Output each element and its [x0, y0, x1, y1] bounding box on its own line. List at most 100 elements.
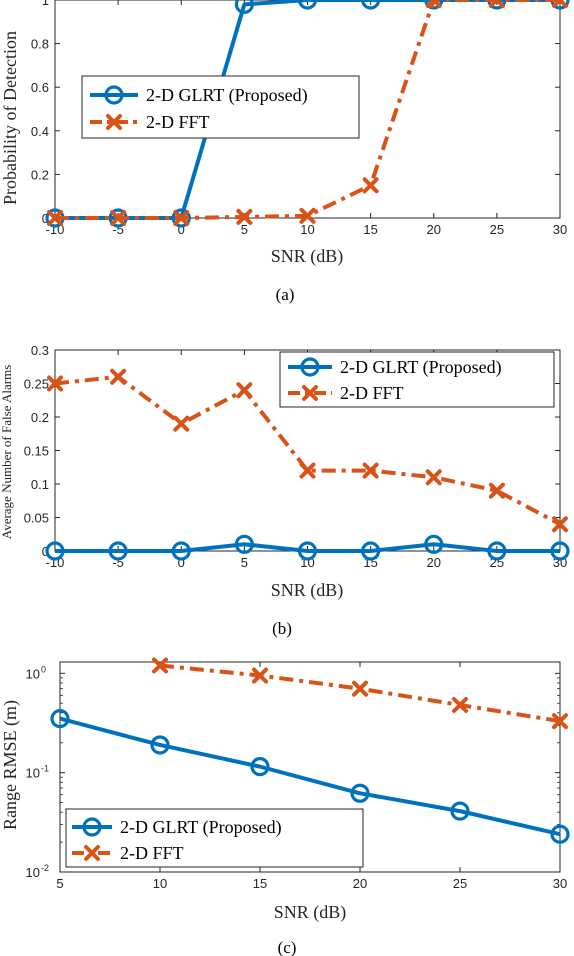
panel-a: -10 -5 0 5 10 15 20 25 30 00.20.40.60.81 SNR (dB…: [0, 0, 570, 304]
legend-label-glrt-b: 2-D GLRT (Proposed): [340, 357, 502, 378]
y-tick-label: 0.25: [24, 377, 49, 392]
data-point-2-d-glrt-proposed: [150, 735, 170, 755]
y-tick-label: 0.05: [24, 511, 49, 526]
data-point-2-d-glrt-proposed: [361, 0, 381, 10]
data-point-2-d-fft: [173, 415, 190, 432]
x-axis-label-b: SNR (dB): [271, 580, 344, 601]
y-tick-label: 10: [26, 865, 40, 880]
data-point-2-d-glrt-proposed: [450, 801, 470, 821]
series-a: [45, 0, 570, 228]
caption-a: (a): [276, 285, 295, 304]
data-point-2-d-glrt-proposed: [234, 0, 254, 14]
x-tick-label: 20: [427, 555, 441, 570]
data-point-2-d-glrt-proposed: [424, 534, 444, 554]
x-tick-label: 30: [553, 876, 567, 891]
data-point-2-d-fft: [236, 382, 253, 399]
data-point-2-d-glrt-proposed: [297, 541, 318, 561]
y-tick-label: 0.8: [31, 37, 49, 52]
data-point-2-d-glrt-proposed: [108, 541, 128, 561]
data-point-2-d-glrt-proposed: [50, 709, 70, 729]
series-line-2-d-glrt-proposed: [55, 542, 560, 553]
data-point-2-d-fft: [152, 657, 168, 674]
legend-marker-2-d-fft: [302, 385, 318, 401]
data-point-2-d-fft: [425, 469, 442, 486]
legend-marker-2-d-fft: [106, 114, 122, 130]
y-tick-label: 0.1: [31, 477, 49, 492]
legend-b: 2-D GLRT (Proposed) 2-D FFT: [279, 351, 555, 408]
x-tick-label: 10: [153, 876, 167, 891]
y-tick-label: 1: [42, 0, 49, 8]
legend-label-glrt-c: 2-D GLRT (Proposed): [120, 817, 282, 838]
x-tick-label: -5: [112, 555, 124, 570]
data-point-2-d-glrt-proposed: [350, 783, 370, 803]
data-point-2-d-glrt-proposed: [250, 757, 270, 777]
legend-marker-2-d-glrt-proposed: [300, 357, 320, 377]
x-tick-label: 25: [453, 876, 467, 891]
data-point-2-d-fft: [47, 375, 63, 392]
x-tick-label: 5: [241, 222, 248, 237]
y-tick-label: 0.15: [24, 444, 49, 459]
data-point-2-d-fft: [110, 210, 127, 226]
data-point-2-d-glrt-proposed: [171, 208, 191, 228]
y-tick-exponent: -1: [41, 764, 49, 774]
x-axis-label-a: SNR (dB): [271, 246, 344, 267]
y-tick-label: 10: [26, 666, 40, 681]
data-point-2-d-fft: [452, 696, 468, 713]
data-point-2-d-fft: [252, 667, 268, 684]
data-point-2-d-glrt-proposed: [550, 824, 570, 844]
data-point-2-d-fft: [552, 0, 568, 8]
data-point-2-d-glrt-proposed: [487, 541, 507, 561]
y-tick-label: 0.6: [31, 80, 49, 95]
legend-label-fft-b: 2-D FFT: [340, 383, 404, 403]
caption-c: (c): [278, 938, 297, 956]
data-point-2-d-glrt-proposed: [297, 0, 318, 10]
y-tick-label: 0.4: [31, 124, 49, 139]
data-point-2-d-glrt-proposed: [487, 0, 507, 10]
x-tick-label: 5: [241, 555, 248, 570]
series-line-2-d-glrt-proposed: [55, 0, 560, 220]
data-point-2-d-fft: [173, 210, 190, 226]
legend-marker-2-d-glrt-proposed: [82, 817, 102, 837]
y-tick-label: 0.2: [31, 410, 49, 425]
legend-box-a: [81, 75, 360, 139]
legend-c: 2-D GLRT (Proposed) 2-D FFT: [65, 808, 364, 868]
y-tick-label: 0.2: [31, 167, 49, 182]
x-axis-label-c: SNR (dB): [274, 902, 347, 923]
data-point-2-d-fft: [425, 0, 442, 8]
series-c: [50, 657, 570, 844]
x-tick-label: 20: [427, 222, 441, 237]
y-tick-label: 0: [42, 544, 49, 559]
x-tick-label: 5: [56, 876, 63, 891]
x-ticks-c: 5 10 15 20 25 30: [56, 662, 567, 891]
y-axis-label-c: Range RMSE (m): [0, 700, 21, 830]
data-point-2-d-glrt-proposed: [550, 0, 570, 10]
y-tick-exponent: 0: [41, 664, 46, 674]
legend-box-c: [65, 808, 364, 868]
y-tick-label: 0.3: [31, 343, 49, 358]
data-point-2-d-fft: [352, 680, 368, 697]
legend-label-fft-c: 2-D FFT: [120, 843, 184, 863]
y-axis-label-a: Probability of Detection: [0, 31, 20, 205]
data-point-2-d-fft: [47, 210, 63, 226]
panel-b: -10 -5 0 5 10 15 20 25 30 00.050.10.150.20.250.3…: [0, 343, 570, 638]
data-point-2-d-fft: [552, 713, 568, 730]
x-tick-label: 0: [178, 222, 185, 237]
x-tick-label: 10: [300, 222, 314, 237]
caption-b: (b): [272, 619, 292, 638]
data-point-2-d-fft: [236, 208, 253, 225]
data-point-2-d-fft: [299, 462, 316, 479]
data-point-2-d-fft: [299, 207, 316, 224]
x-tick-label: 25: [490, 222, 504, 237]
y-tick-exponent: -2: [41, 863, 49, 873]
data-point-2-d-fft: [362, 177, 379, 194]
y-ticks-b: 0 0.05 0.1 0.15 0.2 0.25 0.3: [24, 343, 560, 559]
data-point-2-d-fft: [362, 462, 379, 479]
x-tick-label: 15: [253, 876, 267, 891]
x-tick-label: 20: [353, 876, 367, 891]
data-point-2-d-glrt-proposed: [234, 534, 254, 554]
x-tick-label: 0: [178, 555, 185, 570]
x-tick-label: 30: [553, 222, 567, 237]
